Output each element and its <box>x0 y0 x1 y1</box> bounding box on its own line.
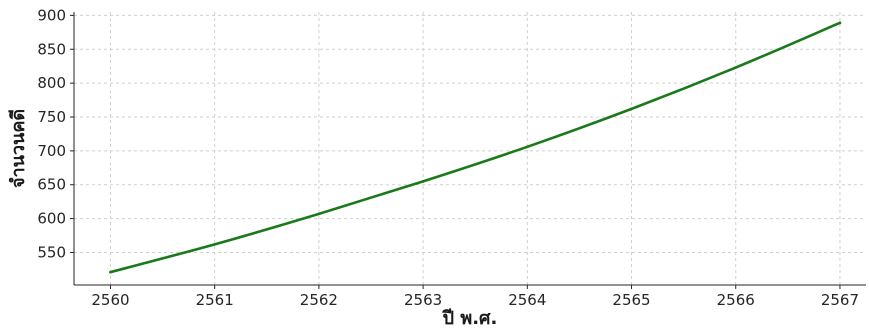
x-tick-label: 2564 <box>508 291 546 309</box>
y-tick-label: 800 <box>37 74 66 92</box>
x-tick-label: 2563 <box>404 291 442 309</box>
x-tick-label: 2567 <box>821 291 859 309</box>
data-point <box>317 212 321 216</box>
x-tick-label: 2560 <box>91 291 129 309</box>
y-tick-label: 650 <box>37 176 66 194</box>
y-tick-label: 850 <box>37 40 66 58</box>
y-tick-label: 900 <box>37 6 66 24</box>
data-point <box>526 145 529 149</box>
axes <box>70 12 866 289</box>
x-axis-title: ปี พ.ศ. <box>441 308 497 329</box>
y-axis-title: จำนวนคดี <box>8 109 29 188</box>
grid <box>74 12 866 285</box>
data-point <box>213 243 216 246</box>
y-tick-label: 550 <box>37 243 66 261</box>
data-point <box>734 66 738 69</box>
y-tick-label: 600 <box>37 210 66 228</box>
y-tick-label: 750 <box>37 108 66 126</box>
series-layer <box>109 21 842 274</box>
x-tick-label: 2565 <box>612 291 650 309</box>
x-tick-label: 2566 <box>717 291 755 309</box>
tick-labels: 2560 2561 2562 2563 2564 2565 2566 2567 550 600 65… <box>37 6 859 309</box>
data-point <box>630 107 633 111</box>
x-tick-label: 2561 <box>196 291 234 309</box>
data-point <box>838 21 842 25</box>
x-tick-label: 2562 <box>300 291 338 309</box>
data-point <box>109 270 112 274</box>
y-tick-label: 700 <box>37 142 66 160</box>
series-line-1 <box>109 21 842 274</box>
data-point <box>421 180 425 183</box>
